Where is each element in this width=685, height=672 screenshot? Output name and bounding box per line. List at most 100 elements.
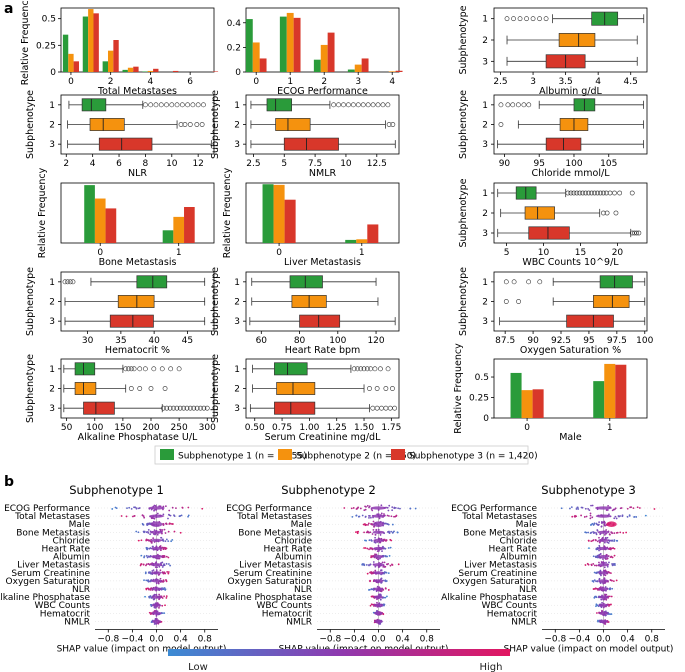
shap-density-core bbox=[373, 603, 384, 607]
x-tick-label: 80 bbox=[294, 336, 306, 346]
y-axis-label: Relative Frequency bbox=[20, 0, 31, 85]
shap-point bbox=[385, 563, 388, 566]
x-tick-label: 10 bbox=[340, 159, 352, 169]
x-tick-label: 100 bbox=[565, 159, 582, 169]
shap-point bbox=[158, 606, 160, 609]
shap-point bbox=[145, 547, 148, 550]
x-tick-label: 0.4 bbox=[620, 635, 635, 645]
y-tick-label: 1 bbox=[482, 101, 488, 111]
y-axis-label: Relative Frequency bbox=[453, 343, 464, 434]
outlier-point bbox=[143, 102, 148, 108]
outlier-point bbox=[577, 190, 583, 196]
x-tick-label: 1 bbox=[176, 248, 182, 258]
shap-point bbox=[167, 540, 170, 543]
shap-point bbox=[597, 571, 599, 574]
shap-point bbox=[376, 598, 378, 601]
box-alkaline-phosphatase-1 bbox=[74, 362, 96, 376]
shap-point bbox=[601, 558, 604, 560]
outlier-point bbox=[123, 366, 129, 372]
shap-point bbox=[171, 538, 174, 541]
x-tick-label: 90 bbox=[527, 336, 539, 346]
shap-point bbox=[365, 539, 367, 542]
y-tick-label: 2 bbox=[49, 298, 55, 308]
shap-point bbox=[370, 555, 373, 557]
shap-point bbox=[155, 569, 158, 572]
shap-point bbox=[397, 563, 400, 566]
shap-point bbox=[364, 516, 367, 518]
shap-density-core bbox=[598, 555, 609, 559]
shap-point bbox=[399, 507, 401, 510]
outlier-point bbox=[516, 299, 521, 304]
outlier-point bbox=[167, 405, 173, 411]
bar-total-metastases-2-0 bbox=[68, 53, 74, 72]
x-tick-label: 100 bbox=[636, 336, 653, 346]
feature-label: Serum Creatinine bbox=[11, 569, 90, 579]
outlier-point bbox=[600, 210, 606, 216]
shap-point bbox=[377, 550, 380, 552]
shap-point bbox=[583, 516, 586, 518]
x-tick-label: 8 bbox=[143, 159, 149, 169]
shap-point bbox=[147, 522, 149, 525]
outlier-point bbox=[336, 102, 341, 108]
shap-point bbox=[390, 515, 393, 518]
x-tick-label: 100 bbox=[329, 336, 346, 346]
shap-point bbox=[152, 537, 155, 540]
shap-point bbox=[161, 566, 164, 568]
outlier-point bbox=[341, 102, 346, 108]
shap-point bbox=[599, 553, 602, 555]
y-tick-label: 3 bbox=[49, 140, 55, 150]
shap-point bbox=[156, 533, 159, 536]
feature-label: NMLR bbox=[286, 617, 312, 627]
feature-label: NLR bbox=[72, 585, 90, 595]
feature-label: NLR bbox=[294, 585, 312, 595]
y-tick-label: 1 bbox=[234, 365, 240, 375]
shap-point bbox=[164, 505, 167, 508]
shap-point bbox=[166, 571, 169, 573]
shap-point bbox=[165, 597, 168, 599]
shap-point bbox=[636, 506, 639, 509]
box-oxygen-saturation-1 bbox=[599, 275, 633, 289]
x-tick-label: 105 bbox=[600, 159, 617, 169]
shap-point bbox=[140, 563, 143, 565]
bar-ecog-performance-2-1 bbox=[286, 12, 294, 72]
shap-point bbox=[151, 570, 154, 572]
bar-bone-metastasis-3-1 bbox=[184, 207, 195, 243]
shap-density-core bbox=[151, 546, 162, 551]
shap-point bbox=[598, 549, 600, 552]
x-axis-label: NMLR bbox=[309, 168, 337, 179]
y-axis-label: Subphenotype bbox=[25, 90, 36, 159]
shap-density-core bbox=[370, 506, 387, 510]
outlier-point bbox=[504, 16, 510, 22]
x-tick-label: 4 bbox=[389, 77, 395, 87]
outlier-point bbox=[187, 122, 193, 127]
shap-point bbox=[584, 564, 587, 566]
outlier-point bbox=[613, 210, 619, 216]
shap-point bbox=[365, 564, 368, 566]
bar-male-1-0 bbox=[510, 372, 522, 418]
shap-point bbox=[168, 509, 171, 512]
bar-total-metastases-2-3 bbox=[127, 67, 134, 72]
shap-point bbox=[152, 598, 155, 601]
y-tick-label: 2 bbox=[234, 298, 240, 308]
shap-point bbox=[139, 564, 142, 567]
outlier-point bbox=[598, 190, 603, 196]
shap-point bbox=[619, 531, 622, 534]
x-axis-label: Oxygen Saturation % bbox=[520, 345, 621, 356]
axes-frame bbox=[493, 358, 648, 419]
shap-point bbox=[155, 593, 158, 596]
shap-point bbox=[167, 556, 170, 559]
shap-point bbox=[590, 563, 593, 566]
shap-point bbox=[380, 512, 383, 515]
bar-ecog-performance-3-0 bbox=[259, 58, 267, 72]
y-tick-label: 0.25 bbox=[36, 41, 56, 51]
shap-density-core bbox=[148, 506, 165, 510]
x-tick-label: 120 bbox=[367, 336, 384, 346]
shap-point bbox=[363, 509, 366, 512]
panel-label-a: a bbox=[4, 1, 13, 17]
x-tick-label: 1 bbox=[287, 77, 293, 87]
feature-label: Total Metastases bbox=[236, 512, 312, 522]
y-tick-label: 0 bbox=[483, 414, 489, 424]
x-axis-label: Total Metastases bbox=[97, 86, 177, 97]
shap-point bbox=[376, 585, 379, 588]
shap-point bbox=[187, 506, 190, 509]
